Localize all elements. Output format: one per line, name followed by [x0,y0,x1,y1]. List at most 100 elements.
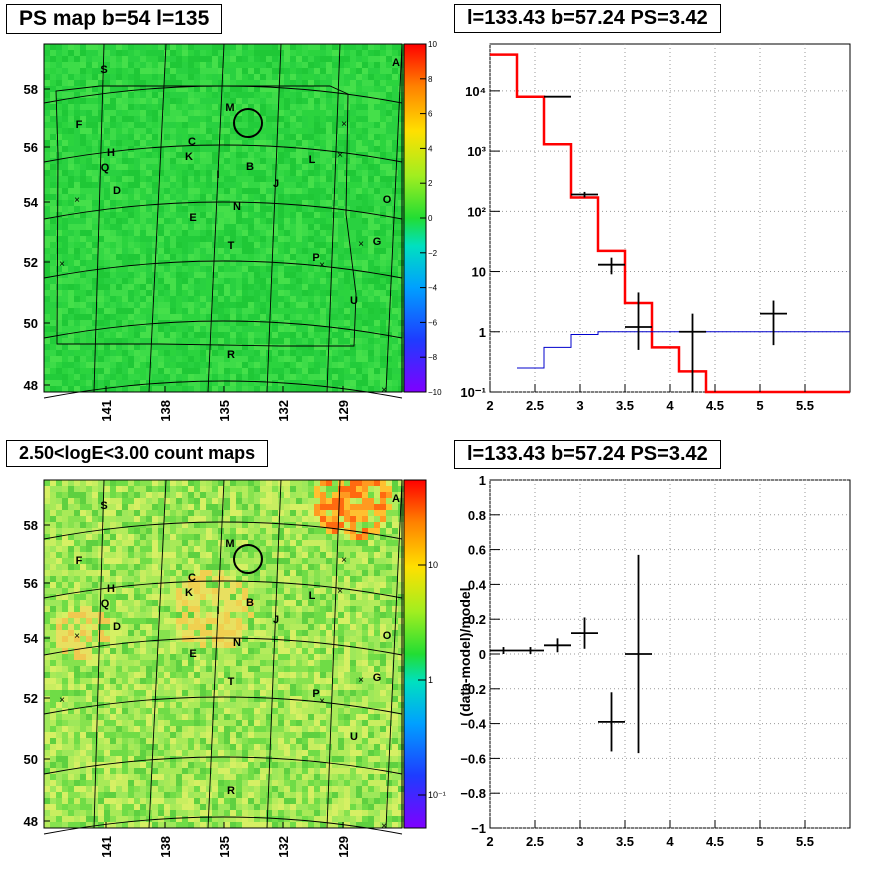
lon-tick-label: 132 [276,400,291,422]
map-pixel [278,164,284,170]
map-pixel [44,582,50,588]
map-pixel [164,576,170,582]
map-pixel [92,290,98,296]
map-pixel [386,522,392,528]
map-pixel [320,338,326,344]
map-pixel [50,104,56,110]
map-pixel [368,558,374,564]
map-pixel [182,104,188,110]
map-pixel [308,588,314,594]
map-pixel [350,146,356,152]
map-pixel [158,332,164,338]
map-pixel [164,146,170,152]
map-pixel [80,380,86,386]
map-pixel [344,332,350,338]
map-pixel [260,510,266,516]
map-pixel [386,242,392,248]
map-pixel [50,134,56,140]
map-pixel [356,522,362,528]
map-pixel [302,68,308,74]
map-pixel [146,206,152,212]
map-pixel [356,224,362,230]
map-pixel [128,56,134,62]
map-pixel [110,248,116,254]
map-pixel [212,350,218,356]
map-pixel [140,332,146,338]
map-pixel [278,314,284,320]
map-pixel [398,570,404,576]
map-pixel [50,176,56,182]
map-pixel [236,116,242,122]
map-pixel [92,558,98,564]
map-pixel [272,374,278,380]
map-pixel [308,122,314,128]
map-pixel [62,146,68,152]
map-pixel [158,224,164,230]
map-pixel [248,212,254,218]
map-pixel [176,546,182,552]
map-pixel [380,510,386,516]
map-pixel [158,110,164,116]
map-pixel [80,308,86,314]
map-pixel [110,200,116,206]
map-pixel [278,504,284,510]
map-pixel [356,80,362,86]
map-pixel [302,362,308,368]
map-pixel [92,326,98,332]
map-pixel [182,206,188,212]
map-pixel [116,576,122,582]
map-pixel [320,266,326,272]
map-pixel [362,594,368,600]
map-pixel [302,302,308,308]
map-pixel [128,564,134,570]
map-pixel [398,510,404,516]
map-pixel [122,510,128,516]
map-pixel [206,80,212,86]
map-pixel [392,362,398,368]
map-pixel [212,528,218,534]
map-pixel [344,320,350,326]
map-pixel [44,278,50,284]
map-pixel [248,504,254,510]
map-pixel [110,290,116,296]
map-pixel [50,332,56,338]
map-pixel [332,480,338,486]
map-pixel [308,80,314,86]
map-pixel [176,218,182,224]
map-pixel [98,224,104,230]
map-pixel [212,170,218,176]
map-pixel [290,278,296,284]
map-pixel [194,546,200,552]
map-pixel [314,242,320,248]
map-pixel [104,510,110,516]
map-pixel [224,260,230,266]
map-pixel [104,212,110,218]
map-pixel [266,164,272,170]
map-pixel [224,176,230,182]
map-pixel [44,284,50,290]
map-pixel [44,528,50,534]
map-pixel [272,558,278,564]
map-pixel [374,218,380,224]
map-pixel [308,164,314,170]
map-pixel [110,146,116,152]
map-pixel [146,98,152,104]
map-pixel [362,588,368,594]
map-pixel [224,582,230,588]
map-pixel [356,570,362,576]
map-pixel [92,612,98,618]
map-pixel [110,332,116,338]
map-pixel [218,242,224,248]
map-pixel [170,498,176,504]
lon-tick-label: 135 [217,400,232,422]
map-pixel [272,600,278,606]
map-pixel [182,272,188,278]
map-pixel [368,134,374,140]
map-pixel [260,128,266,134]
map-pixel [170,266,176,272]
map-pixel [110,68,116,74]
map-pixel [254,618,260,624]
map-pixel [302,182,308,188]
map-pixel [158,528,164,534]
map-pixel [356,272,362,278]
